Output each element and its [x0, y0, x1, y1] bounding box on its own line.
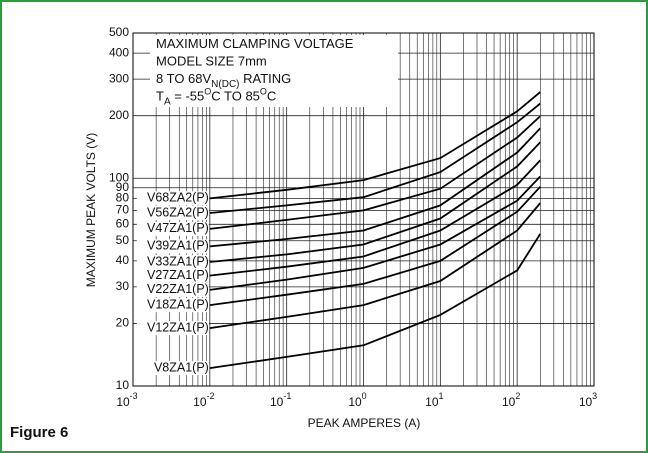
- y-tick-label: 90: [116, 180, 130, 194]
- annotation-text: MODEL SIZE 7mm: [156, 54, 267, 69]
- label-bg: [136, 255, 209, 270]
- annotation-text: = -55: [171, 89, 205, 104]
- plot-border: [132, 32, 595, 387]
- annotation-text: N(DC): [211, 79, 239, 90]
- x-tick-label: 100: [348, 391, 366, 409]
- y-tick-label: 40: [116, 253, 130, 267]
- y-tick-label: 200: [109, 108, 129, 122]
- annotation-text: RATING: [240, 71, 292, 86]
- x-tick-label: 102: [502, 391, 520, 409]
- annotation-text: 8 TO 68V: [156, 71, 211, 86]
- series-label: V8ZA1(P): [154, 360, 209, 374]
- curve: [209, 115, 541, 230]
- annotation-box: [150, 35, 398, 107]
- y-tick-label: 80: [116, 191, 130, 205]
- series-label: V18ZA1(P): [147, 297, 209, 311]
- tick-exponent: -2: [207, 391, 215, 401]
- y-tick-label: 400: [109, 45, 129, 59]
- x-tick-label: 10-1: [270, 391, 291, 409]
- annotation-line: MAXIMUM CLAMPING VOLTAGE: [156, 36, 354, 51]
- y-tick-label: 10: [116, 378, 130, 392]
- label-bg: [136, 191, 209, 206]
- tick-exponent: 0: [362, 391, 367, 401]
- y-tick-label: 300: [109, 71, 129, 85]
- x-tick-label: 103: [579, 391, 597, 409]
- y-tick-label: 500: [109, 25, 129, 39]
- annotation-line: TA = -55OC TO 85OC: [156, 87, 276, 107]
- label-bg: [136, 298, 209, 313]
- curve: [209, 127, 541, 248]
- label-bg: [136, 282, 209, 297]
- figure-label: Figure 6: [10, 424, 68, 441]
- series-label: V27ZA1(P): [147, 268, 209, 282]
- label-bg: [136, 361, 209, 376]
- tick-base: 10: [116, 395, 130, 409]
- x-axis-label: PEAK AMPERES (A): [308, 416, 421, 430]
- curve: [209, 175, 541, 291]
- tick-exponent: 2: [515, 391, 520, 401]
- tick-exponent: -1: [283, 391, 291, 401]
- label-bg: [136, 321, 209, 336]
- annotation-line: 8 TO 68VN(DC) RATING: [156, 71, 291, 89]
- label-bg: [136, 221, 209, 236]
- y-tick-label: 20: [116, 316, 130, 330]
- tick-base: 10: [502, 395, 516, 409]
- tick-base: 10: [425, 395, 439, 409]
- label-bg: [136, 239, 209, 254]
- series-label: V68ZA2(P): [147, 191, 209, 205]
- curve: [209, 102, 541, 214]
- tick-exponent: 3: [592, 391, 597, 401]
- tick-base: 10: [579, 395, 593, 409]
- x-tick-label: 10-2: [193, 391, 214, 409]
- annotation-text: C: [267, 89, 276, 104]
- curve: [209, 202, 541, 329]
- y-tick-label: 30: [116, 279, 130, 293]
- label-bg: [136, 206, 209, 221]
- series-label: V56ZA2(P): [147, 205, 209, 219]
- series-label: V33ZA1(P): [147, 254, 209, 268]
- series-label: V47ZA1(P): [147, 221, 209, 235]
- y-tick-label: 70: [116, 203, 130, 217]
- y-tick-label: 100: [109, 170, 129, 184]
- curve: [209, 91, 541, 200]
- curve: [209, 159, 541, 277]
- tick-base: 10: [348, 395, 362, 409]
- annotation-text: C TO 85: [211, 89, 260, 104]
- curve: [209, 233, 542, 369]
- series-label: V22ZA1(P): [147, 282, 209, 296]
- annotation-text: MAXIMUM CLAMPING VOLTAGE: [156, 36, 354, 51]
- annotation-line: MODEL SIZE 7mm: [156, 54, 267, 69]
- tick-base: 10: [193, 395, 207, 409]
- y-tick-label: 50: [116, 233, 130, 247]
- series-label: V39ZA1(P): [147, 239, 209, 253]
- label-bg: [136, 268, 209, 283]
- x-tick-label: 101: [425, 391, 443, 409]
- annotation-text: T: [156, 89, 164, 104]
- annotation-text: A: [164, 96, 171, 107]
- y-axis-label: MAXIMUM PEAK VOLTS (V): [84, 133, 98, 287]
- tick-exponent: -3: [130, 391, 138, 401]
- tick-exponent: 1: [439, 391, 444, 401]
- curve: [209, 186, 541, 306]
- annotation-text: O: [204, 87, 211, 97]
- y-tick-label: 60: [116, 216, 130, 230]
- annotation-text: O: [260, 87, 267, 97]
- curve: [209, 141, 541, 263]
- tick-base: 10: [270, 395, 284, 409]
- x-tick-label: 10-3: [116, 391, 137, 409]
- series-label: V12ZA1(P): [147, 320, 209, 334]
